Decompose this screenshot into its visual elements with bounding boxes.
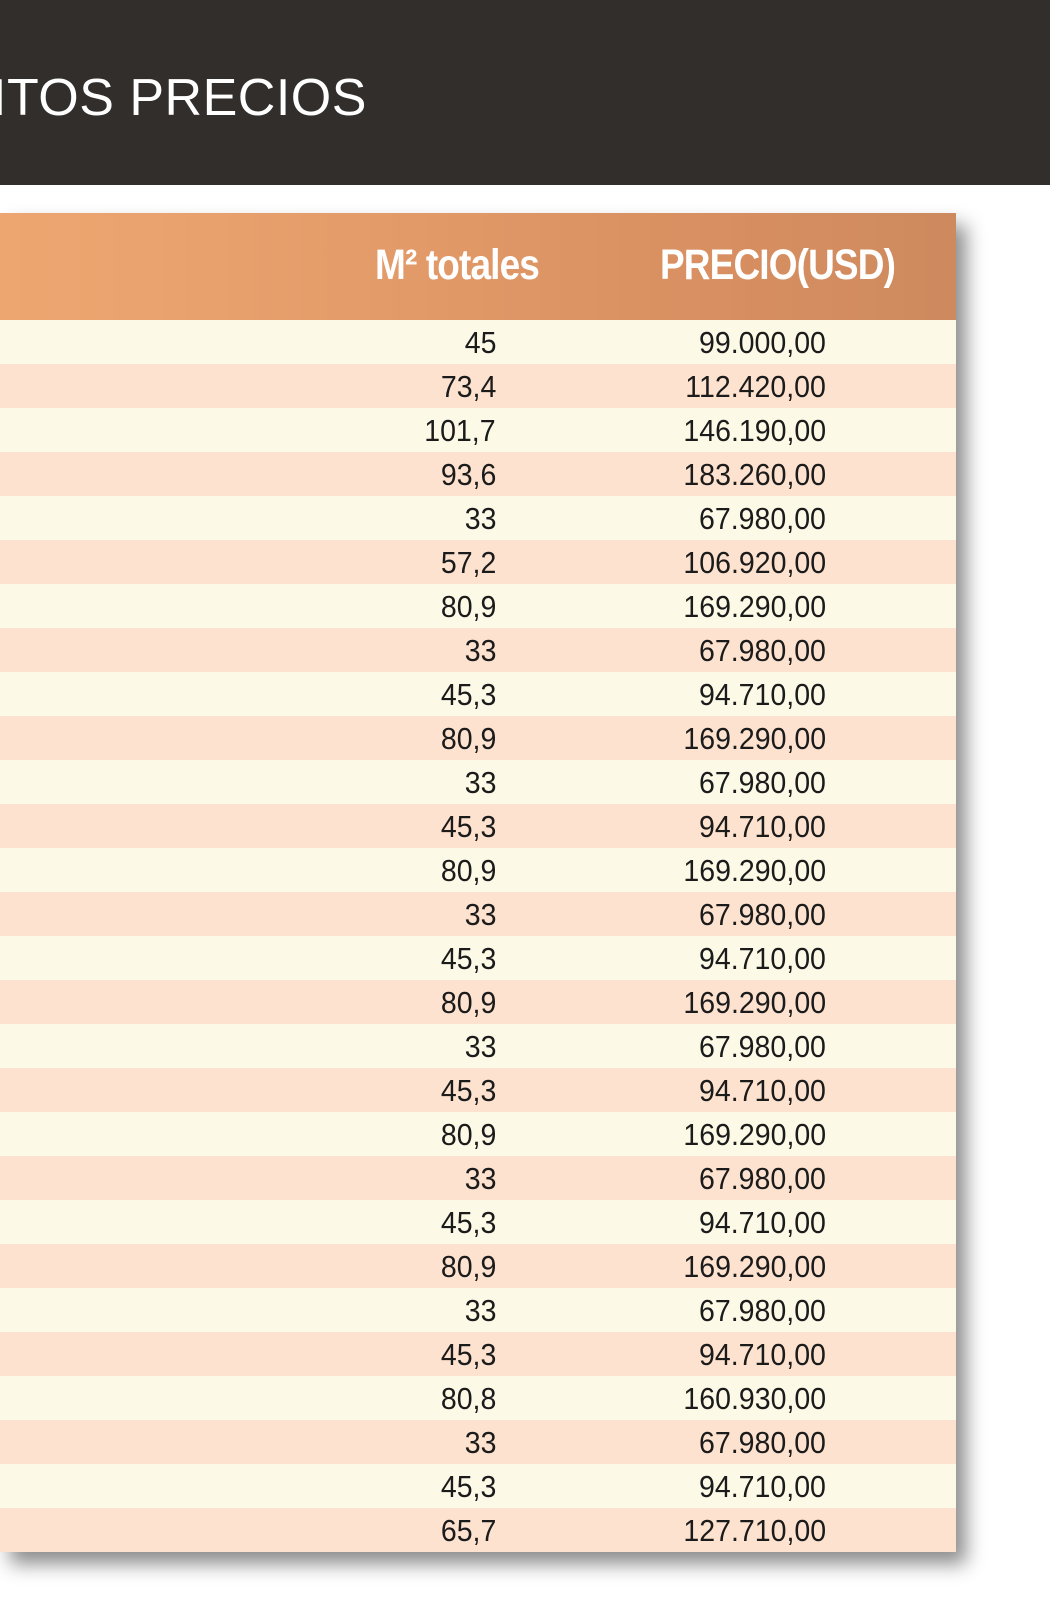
cell-price: 67.980,00 [699, 765, 826, 800]
table-row: 101,7 146.190,00 [0, 408, 956, 452]
page-title: ITOS PRECIOS [0, 69, 367, 127]
table-row: 33 67.980,00 [0, 760, 956, 804]
cell-price: 169.290,00 [683, 1249, 826, 1284]
cell-price: 94.710,00 [699, 1073, 826, 1108]
table-header: M² totales PRECIO(USD) [0, 213, 956, 320]
cell-m2: 33 [464, 897, 496, 932]
table-row: 33 67.980,00 [0, 1288, 956, 1332]
cell-price: 67.980,00 [699, 1293, 826, 1328]
cell-m2: 45 [464, 325, 496, 360]
table-row: 73,4 112.420,00 [0, 364, 956, 408]
cell-price: 67.980,00 [699, 1425, 826, 1460]
cell-price: 67.980,00 [699, 501, 826, 536]
page-header: ITOS PRECIOS [0, 0, 1050, 185]
cell-price: 169.290,00 [683, 985, 826, 1020]
cell-price: 67.980,00 [699, 1029, 826, 1064]
cell-m2: 80,8 [440, 1381, 496, 1416]
table-row: 57,2 106.920,00 [0, 540, 956, 584]
table-row: 33 67.980,00 [0, 1024, 956, 1068]
table-row: 45,3 94.710,00 [0, 1332, 956, 1376]
cell-price: 169.290,00 [683, 589, 826, 624]
cell-price: 94.710,00 [699, 941, 826, 976]
cell-m2: 33 [464, 633, 496, 668]
cell-price: 160.930,00 [683, 1381, 826, 1416]
cell-price: 94.710,00 [699, 1469, 826, 1504]
cell-price: 99.000,00 [699, 325, 826, 360]
price-table: M² totales PRECIO(USD) 45 99.000,00 73,4 11… [0, 213, 956, 1552]
cell-price: 169.290,00 [683, 721, 826, 756]
cell-m2: 93,6 [440, 457, 496, 492]
cell-m2: 45,3 [440, 1469, 496, 1504]
table-row: 80,9 169.290,00 [0, 980, 956, 1024]
cell-price: 67.980,00 [699, 1161, 826, 1196]
cell-price: 94.710,00 [699, 677, 826, 712]
cell-price: 94.710,00 [699, 809, 826, 844]
cell-m2: 33 [464, 1029, 496, 1064]
cell-price: 112.420,00 [685, 369, 826, 404]
table-row: 80,8 160.930,00 [0, 1376, 956, 1420]
cell-m2: 33 [464, 1425, 496, 1460]
cell-m2: 45,3 [440, 1073, 496, 1108]
cell-price: 106.920,00 [683, 545, 826, 580]
cell-m2: 101,7 [424, 413, 496, 448]
cell-m2: 45,3 [440, 677, 496, 712]
cell-price: 127.710,00 [683, 1513, 826, 1548]
table-row: 45,3 94.710,00 [0, 672, 956, 716]
cell-m2: 65,7 [440, 1513, 496, 1548]
cell-price: 169.290,00 [683, 853, 826, 888]
table-row: 33 67.980,00 [0, 892, 956, 936]
table-row: 33 67.980,00 [0, 1156, 956, 1200]
cell-m2: 33 [464, 501, 496, 536]
table-row: 80,9 169.290,00 [0, 584, 956, 628]
cell-price: 183.260,00 [683, 457, 826, 492]
table-row: 80,9 169.290,00 [0, 848, 956, 892]
cell-m2: 33 [464, 1293, 496, 1328]
table-row: 80,9 169.290,00 [0, 1112, 956, 1156]
table-row: 33 67.980,00 [0, 1420, 956, 1464]
column-header-m2: M² totales [375, 241, 540, 289]
cell-m2: 80,9 [440, 589, 496, 624]
table-row: 80,9 169.290,00 [0, 716, 956, 760]
table-row: 80,9 169.290,00 [0, 1244, 956, 1288]
cell-m2: 73,4 [440, 369, 496, 404]
table-row: 33 67.980,00 [0, 496, 956, 540]
cell-price: 94.710,00 [699, 1205, 826, 1240]
cell-m2: 80,9 [440, 1249, 496, 1284]
cell-m2: 45,3 [440, 1337, 496, 1372]
cell-m2: 45,3 [440, 1205, 496, 1240]
cell-m2: 33 [464, 765, 496, 800]
cell-price: 169.290,00 [683, 1117, 826, 1152]
cell-m2: 80,9 [440, 1117, 496, 1152]
cell-m2: 80,9 [440, 985, 496, 1020]
cell-price: 146.190,00 [683, 413, 826, 448]
table-row: 93,6 183.260,00 [0, 452, 956, 496]
cell-price: 67.980,00 [699, 633, 826, 668]
cell-price: 94.710,00 [699, 1337, 826, 1372]
cell-m2: 80,9 [440, 853, 496, 888]
column-header-price: PRECIO(USD) [660, 241, 896, 289]
cell-m2: 80,9 [440, 721, 496, 756]
table-row: 45 99.000,00 [0, 320, 956, 364]
table-row: 65,7 127.710,00 [0, 1508, 956, 1552]
table-row: 45,3 94.710,00 [0, 804, 956, 848]
table-row: 33 67.980,00 [0, 628, 956, 672]
table-row: 45,3 94.710,00 [0, 1068, 956, 1112]
cell-price: 67.980,00 [699, 897, 826, 932]
table-row: 45,3 94.710,00 [0, 1200, 956, 1244]
cell-m2: 45,3 [440, 941, 496, 976]
table-row: 45,3 94.710,00 [0, 1464, 956, 1508]
cell-m2: 33 [464, 1161, 496, 1196]
table-row: 45,3 94.710,00 [0, 936, 956, 980]
table-body: 45 99.000,00 73,4 112.420,00 101,7 146.190,00… [0, 320, 956, 1552]
cell-m2: 57,2 [440, 545, 496, 580]
cell-m2: 45,3 [440, 809, 496, 844]
